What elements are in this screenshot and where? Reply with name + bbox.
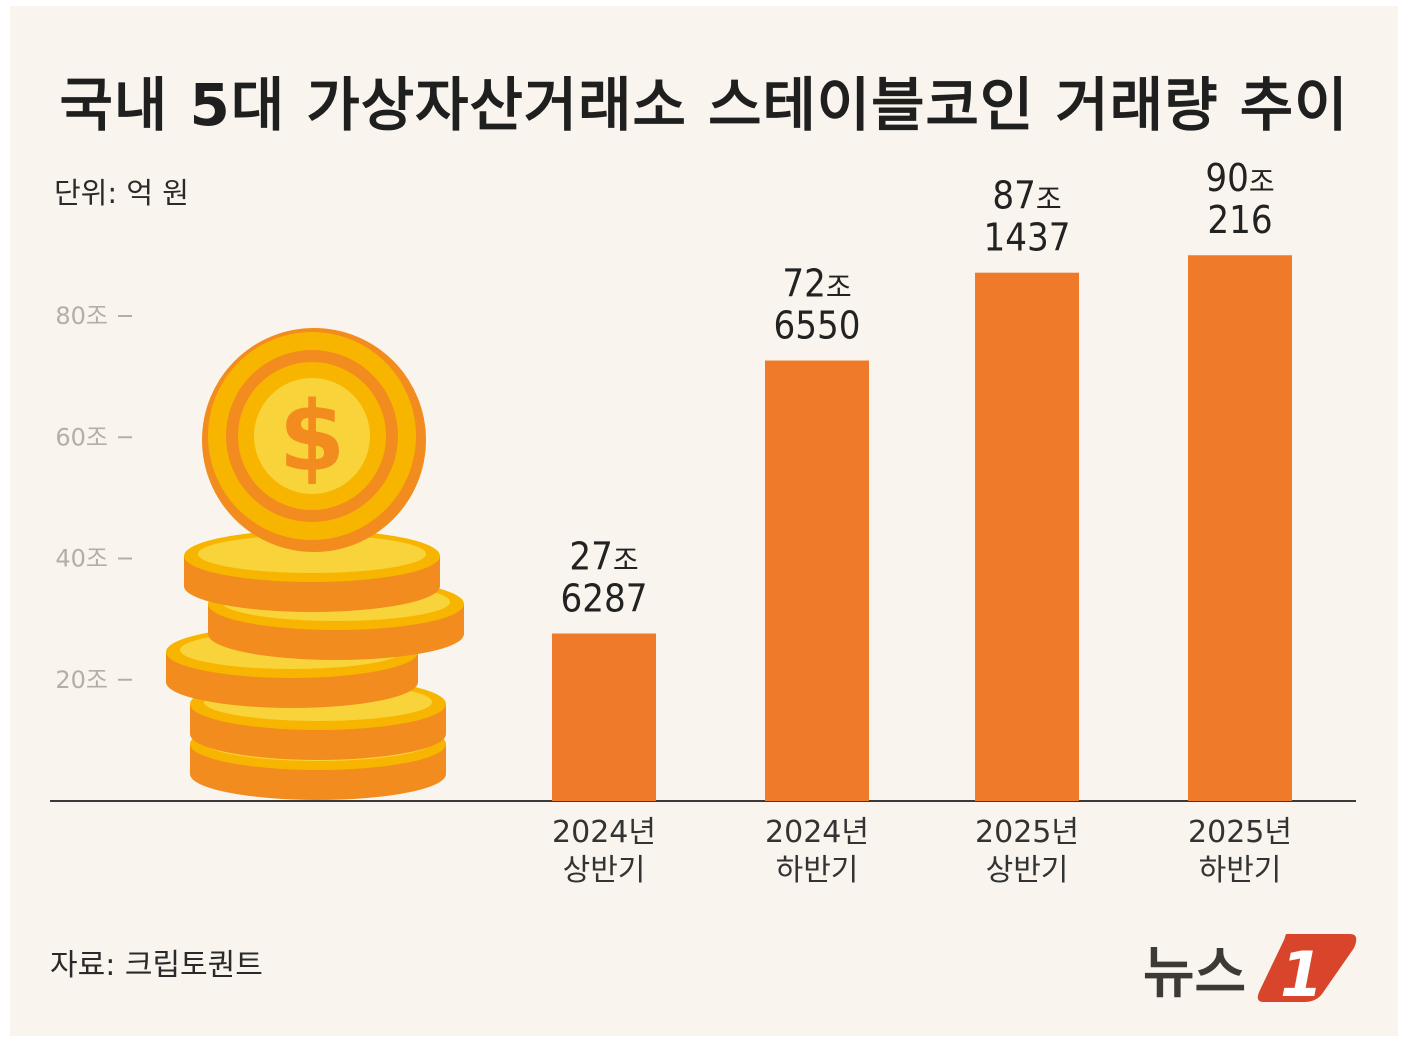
bar-value-label: 90조 — [1205, 156, 1274, 200]
bar-value-label: 1437 — [984, 216, 1071, 260]
category-label: 상반기 — [563, 853, 646, 888]
category-label: 2025년 — [1188, 815, 1292, 850]
y-tick-label: 80조 — [55, 302, 108, 330]
news1-logo-icon: 뉴스 1 — [1143, 934, 1357, 1011]
y-tick-label: 20조 — [55, 666, 108, 694]
bar — [1188, 255, 1292, 802]
unit-label: 단위: 억 원 — [54, 176, 189, 210]
bar — [765, 360, 869, 801]
category-label: 2024년 — [765, 815, 869, 850]
source-label: 자료: 크립토퀀트 — [50, 948, 263, 983]
chart-title: 국내 5대 가상자산거래소 스테이블코인 거래량 추이 — [59, 71, 1349, 139]
category-label: 2025년 — [975, 815, 1079, 850]
bar-value-label: 6550 — [774, 304, 861, 348]
y-tick-label: 40조 — [55, 545, 108, 573]
category-label: 하반기 — [776, 853, 859, 888]
coin-center — [254, 378, 370, 494]
brand-mark: 1 — [1280, 938, 1323, 1011]
coin-top-inner — [198, 535, 426, 573]
bar — [552, 633, 656, 801]
brand-mark-shape — [1257, 934, 1357, 1002]
bar — [975, 272, 1079, 802]
y-axis: 20조 40조 60조 80조 — [55, 302, 132, 694]
category-label: 상반기 — [986, 853, 1069, 888]
bar-value-label: 6287 — [561, 577, 648, 621]
category-label: 2024년 — [552, 815, 656, 850]
category-label: 하반기 — [1199, 853, 1282, 888]
dollar-coin-stack-icon: $ — [166, 328, 464, 800]
bar-value-label: 216 — [1207, 198, 1272, 242]
coin-ring — [226, 350, 398, 522]
bar-value-label: 87조 — [992, 174, 1061, 218]
dollar-sign-icon: $ — [279, 381, 346, 493]
bar-value-label: 27조 — [569, 535, 638, 579]
y-tick-label: 60조 — [55, 423, 108, 451]
bar-value-label: 72조 — [782, 262, 851, 306]
brand-name: 뉴스 — [1143, 941, 1246, 1006]
bar-series — [552, 255, 1292, 802]
